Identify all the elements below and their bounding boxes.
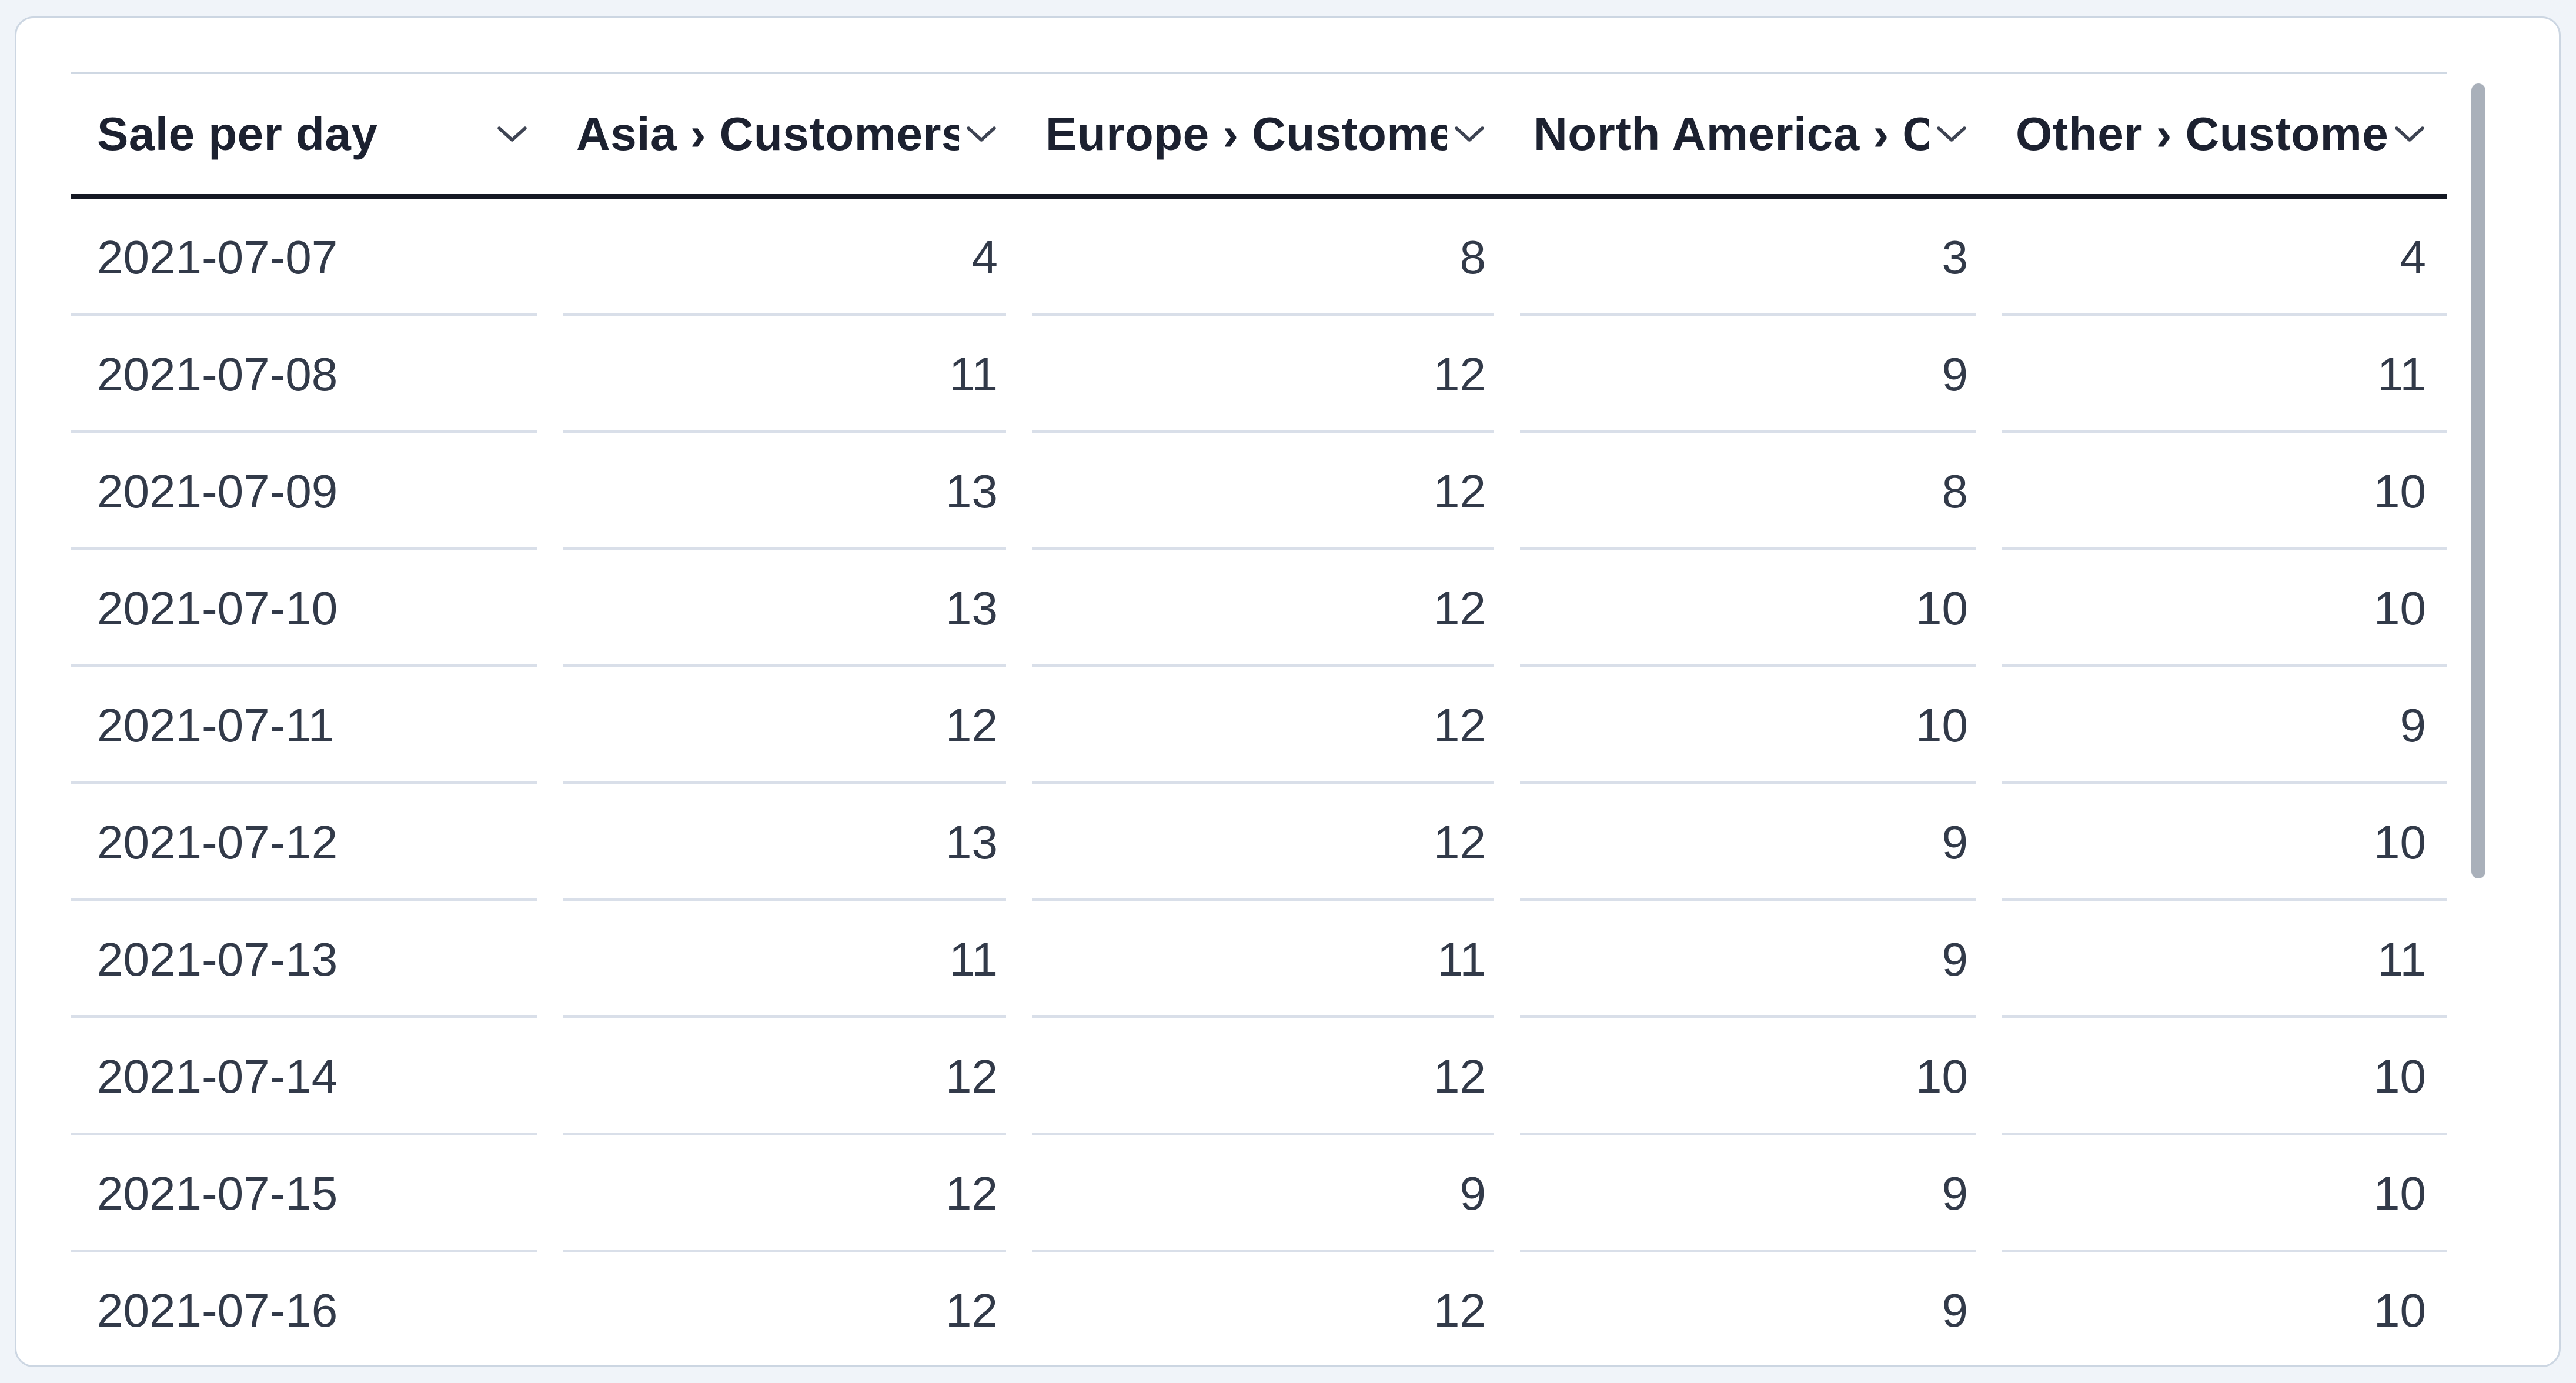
value-cell[interactable]: 10 — [1989, 784, 2447, 901]
table-container: Sale per day Asia › Customers Europe › Cus… — [71, 72, 2447, 1365]
value-cell[interactable]: 4 — [550, 199, 1019, 316]
table-row: 2021-07-13 11 11 9 11 — [71, 901, 2447, 1018]
value-cell[interactable]: 10 — [1507, 1018, 1989, 1135]
value-cell[interactable]: 9 — [1507, 784, 1989, 901]
value-cell[interactable]: 12 — [1019, 1252, 1507, 1365]
value-cell[interactable]: 11 — [1989, 901, 2447, 1018]
table-row: 2021-07-10 13 12 10 10 — [71, 550, 2447, 667]
column-header-label: Sale per day — [97, 108, 378, 160]
date-cell[interactable]: 2021-07-09 — [71, 433, 550, 550]
header-row: Sale per day Asia › Customers Europe › Cus… — [71, 72, 2447, 199]
value-cell[interactable]: 12 — [1019, 550, 1507, 667]
value-cell[interactable]: 10 — [1989, 1135, 2447, 1252]
date-cell[interactable]: 2021-07-07 — [71, 199, 550, 316]
value-cell[interactable]: 8 — [1019, 199, 1507, 316]
table-row: 2021-07-15 12 9 9 10 — [71, 1135, 2447, 1252]
value-cell[interactable]: 12 — [1019, 1018, 1507, 1135]
value-cell[interactable]: 9 — [1507, 316, 1989, 433]
table-card: Sale per day Asia › Customers Europe › Cus… — [15, 16, 2561, 1367]
table-row: 2021-07-07 4 8 3 4 — [71, 199, 2447, 316]
date-cell[interactable]: 2021-07-11 — [71, 667, 550, 784]
value-cell[interactable]: 9 — [1989, 667, 2447, 784]
value-cell[interactable]: 10 — [1989, 433, 2447, 550]
value-cell[interactable]: 9 — [1507, 1135, 1989, 1252]
table-row: 2021-07-12 13 12 9 10 — [71, 784, 2447, 901]
table-row: 2021-07-11 12 12 10 9 — [71, 667, 2447, 784]
value-cell[interactable]: 9 — [1019, 1135, 1507, 1252]
date-cell[interactable]: 2021-07-16 — [71, 1252, 550, 1365]
value-cell[interactable]: 13 — [550, 784, 1019, 901]
value-cell[interactable]: 12 — [1019, 316, 1507, 433]
column-header-label: Asia › Customers — [576, 108, 959, 160]
value-cell[interactable]: 12 — [550, 1018, 1019, 1135]
chevron-down-icon[interactable] — [497, 125, 527, 143]
table-header: Sale per day Asia › Customers Europe › Cus… — [71, 72, 2447, 199]
column-header-label: Other › Customers — [2016, 108, 2387, 160]
column-header-content: North America › Customers — [1507, 107, 1989, 161]
value-cell[interactable]: 11 — [1019, 901, 1507, 1018]
value-cell[interactable]: 12 — [1019, 667, 1507, 784]
date-cell[interactable]: 2021-07-10 — [71, 550, 550, 667]
column-header-sale-per-day[interactable]: Sale per day — [71, 72, 550, 199]
column-header-content: Europe › Customers — [1019, 107, 1507, 161]
value-cell[interactable]: 4 — [1989, 199, 2447, 316]
column-header-label: Europe › Customers — [1045, 108, 1447, 160]
column-header-label: North America › Customers — [1533, 108, 1929, 160]
value-cell[interactable]: 10 — [1989, 1018, 2447, 1135]
column-header-other[interactable]: Other › Customers — [1989, 72, 2447, 199]
chevron-down-icon[interactable] — [1454, 125, 1485, 143]
table-row: 2021-07-16 12 12 9 10 — [71, 1252, 2447, 1365]
table-body: 2021-07-07 4 8 3 4 2021-07-08 11 12 9 11 2021-07-0… — [71, 199, 2447, 1365]
value-cell[interactable]: 11 — [550, 901, 1019, 1018]
table-row: 2021-07-14 12 12 10 10 — [71, 1018, 2447, 1135]
value-cell[interactable]: 9 — [1507, 1252, 1989, 1365]
value-cell[interactable]: 11 — [550, 316, 1019, 433]
chevron-down-icon[interactable] — [2394, 125, 2425, 143]
column-header-content: Sale per day — [71, 107, 550, 161]
column-header-asia[interactable]: Asia › Customers — [550, 72, 1019, 199]
value-cell[interactable]: 13 — [550, 433, 1019, 550]
column-header-europe[interactable]: Europe › Customers — [1019, 72, 1507, 199]
column-header-content: Other › Customers — [1989, 107, 2447, 161]
vertical-scrollbar-thumb[interactable] — [2471, 83, 2485, 878]
value-cell[interactable]: 8 — [1507, 433, 1989, 550]
column-header-north-america[interactable]: North America › Customers — [1507, 72, 1989, 199]
table-row: 2021-07-09 13 12 8 10 — [71, 433, 2447, 550]
chevron-down-icon[interactable] — [1936, 125, 1967, 143]
value-cell[interactable]: 10 — [1989, 1252, 2447, 1365]
date-cell[interactable]: 2021-07-14 — [71, 1018, 550, 1135]
value-cell[interactable]: 12 — [550, 1252, 1019, 1365]
value-cell[interactable]: 12 — [550, 667, 1019, 784]
value-cell[interactable]: 9 — [1507, 901, 1989, 1018]
value-cell[interactable]: 12 — [550, 1135, 1019, 1252]
date-cell[interactable]: 2021-07-12 — [71, 784, 550, 901]
value-cell[interactable]: 10 — [1507, 667, 1989, 784]
column-header-content: Asia › Customers — [550, 107, 1019, 161]
value-cell[interactable]: 13 — [550, 550, 1019, 667]
value-cell[interactable]: 10 — [1507, 550, 1989, 667]
value-cell[interactable]: 11 — [1989, 316, 2447, 433]
data-table: Sale per day Asia › Customers Europe › Cus… — [71, 72, 2447, 1365]
value-cell[interactable]: 12 — [1019, 784, 1507, 901]
date-cell[interactable]: 2021-07-15 — [71, 1135, 550, 1252]
date-cell[interactable]: 2021-07-13 — [71, 901, 550, 1018]
value-cell[interactable]: 12 — [1019, 433, 1507, 550]
value-cell[interactable]: 3 — [1507, 199, 1989, 316]
table-row: 2021-07-08 11 12 9 11 — [71, 316, 2447, 433]
value-cell[interactable]: 10 — [1989, 550, 2447, 667]
date-cell[interactable]: 2021-07-08 — [71, 316, 550, 433]
chevron-down-icon[interactable] — [966, 125, 997, 143]
